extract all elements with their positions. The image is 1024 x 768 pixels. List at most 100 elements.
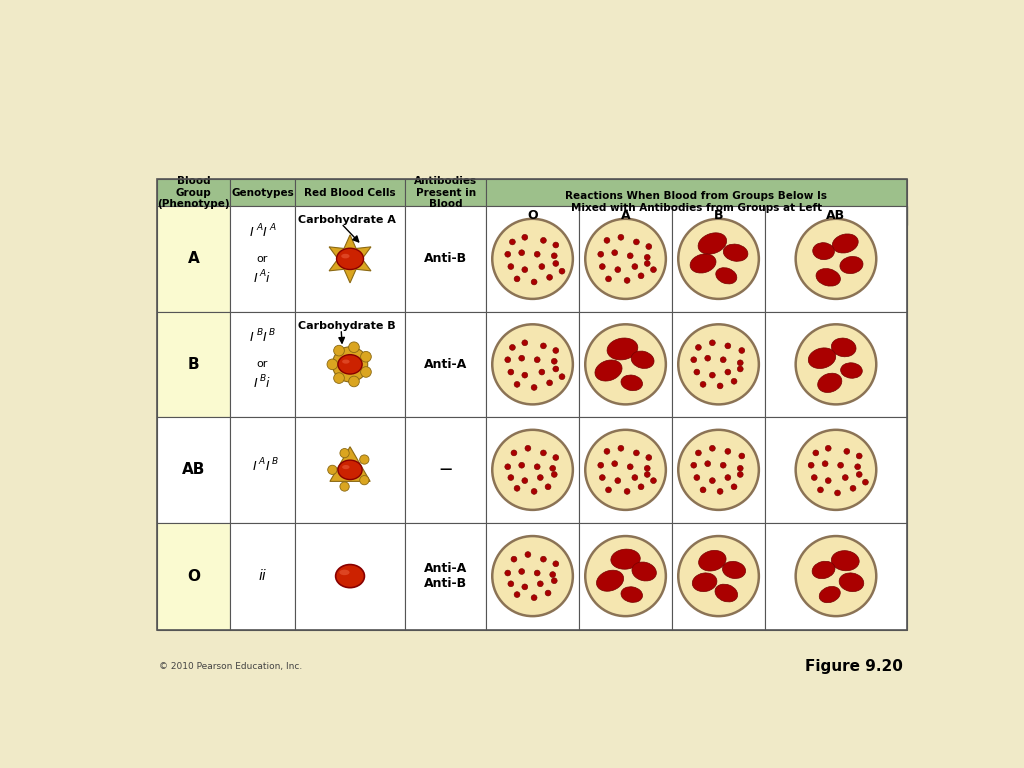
Circle shape: [691, 357, 696, 362]
Bar: [158, 312, 230, 417]
Ellipse shape: [698, 233, 727, 254]
Text: A: A: [621, 209, 631, 222]
Bar: [765, 522, 907, 630]
Circle shape: [617, 234, 624, 240]
Bar: [672, 206, 765, 312]
Circle shape: [678, 536, 759, 616]
Text: I: I: [250, 226, 254, 239]
Circle shape: [493, 536, 572, 616]
Circle shape: [599, 475, 605, 481]
Text: I: I: [250, 331, 254, 344]
Ellipse shape: [611, 549, 640, 569]
Ellipse shape: [831, 338, 856, 357]
Text: I: I: [253, 272, 257, 285]
Circle shape: [850, 485, 856, 492]
Ellipse shape: [813, 243, 835, 260]
Polygon shape: [330, 447, 370, 482]
Text: Anti-B: Anti-B: [424, 253, 467, 266]
Text: i: i: [265, 272, 269, 285]
Circle shape: [545, 590, 551, 596]
Circle shape: [553, 366, 559, 372]
Circle shape: [531, 385, 537, 390]
Circle shape: [531, 594, 537, 601]
Circle shape: [720, 357, 726, 362]
Circle shape: [725, 449, 731, 455]
Text: B: B: [272, 457, 279, 465]
Circle shape: [545, 484, 551, 490]
Circle shape: [538, 475, 544, 481]
Bar: [765, 417, 907, 522]
Circle shape: [586, 430, 666, 510]
Circle shape: [604, 449, 610, 455]
Circle shape: [551, 253, 557, 259]
Ellipse shape: [621, 587, 642, 602]
Ellipse shape: [818, 373, 842, 392]
Circle shape: [737, 465, 743, 472]
Text: A: A: [259, 457, 265, 465]
Circle shape: [796, 536, 877, 616]
Circle shape: [634, 239, 639, 245]
Circle shape: [538, 581, 544, 587]
Circle shape: [856, 472, 862, 478]
Circle shape: [505, 357, 511, 362]
Circle shape: [522, 584, 527, 590]
Circle shape: [586, 536, 666, 616]
Circle shape: [360, 352, 372, 362]
Text: B: B: [269, 328, 275, 337]
Circle shape: [644, 472, 650, 478]
Bar: [765, 206, 907, 224]
Circle shape: [531, 279, 537, 285]
Text: ii: ii: [259, 569, 266, 583]
Bar: [406, 179, 486, 206]
Text: AB: AB: [826, 209, 846, 222]
Circle shape: [694, 369, 699, 375]
Circle shape: [508, 475, 514, 481]
Ellipse shape: [833, 234, 858, 253]
Bar: [406, 417, 486, 522]
Bar: [406, 312, 486, 417]
Circle shape: [646, 455, 651, 461]
Circle shape: [717, 488, 723, 495]
Ellipse shape: [597, 570, 624, 591]
Bar: [579, 417, 672, 522]
Bar: [295, 312, 406, 417]
Circle shape: [856, 453, 862, 459]
Circle shape: [535, 464, 540, 470]
Text: O: O: [187, 568, 201, 584]
Circle shape: [327, 359, 338, 369]
Circle shape: [531, 488, 537, 495]
Bar: [230, 179, 295, 206]
Text: Red Blood Cells: Red Blood Cells: [304, 187, 396, 197]
Circle shape: [547, 380, 553, 386]
Circle shape: [519, 356, 524, 361]
Circle shape: [717, 383, 723, 389]
Text: Anti-A: Anti-A: [424, 358, 467, 371]
Circle shape: [632, 475, 638, 481]
Circle shape: [644, 465, 650, 472]
Circle shape: [695, 345, 701, 350]
Bar: [158, 417, 230, 522]
Circle shape: [522, 234, 527, 240]
Bar: [158, 522, 230, 630]
Circle shape: [598, 462, 604, 468]
Circle shape: [514, 485, 520, 492]
Ellipse shape: [816, 269, 841, 286]
Text: B: B: [188, 357, 200, 372]
Circle shape: [535, 357, 540, 362]
Bar: [672, 417, 765, 522]
Bar: [486, 206, 579, 224]
Circle shape: [644, 260, 650, 266]
Circle shape: [505, 464, 511, 470]
Text: O: O: [527, 209, 538, 222]
Circle shape: [838, 462, 844, 468]
Circle shape: [617, 445, 624, 452]
Text: Figure 9.20: Figure 9.20: [805, 659, 903, 674]
Bar: [579, 522, 672, 630]
Text: Carbohydrate B: Carbohydrate B: [299, 321, 396, 331]
Circle shape: [710, 340, 716, 346]
Bar: [295, 417, 406, 522]
Circle shape: [510, 345, 515, 350]
Circle shape: [739, 348, 744, 353]
Ellipse shape: [716, 268, 737, 284]
Circle shape: [862, 479, 868, 485]
